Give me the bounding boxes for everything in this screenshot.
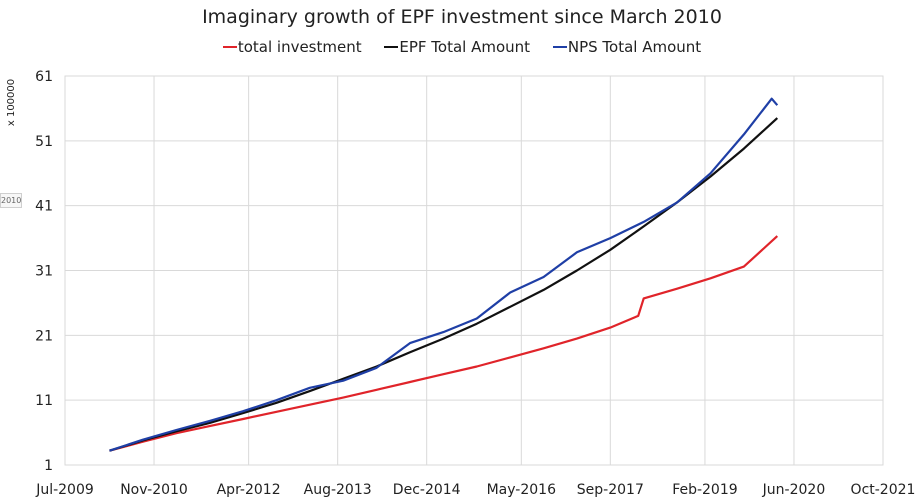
y-tick-label: 41	[35, 199, 53, 215]
y-tick-label: 21	[35, 328, 53, 344]
x-tick-label: Dec-2014	[393, 482, 461, 498]
stray-year-label: 2010	[0, 193, 22, 208]
x-tick-label: Jul-2009	[35, 482, 94, 498]
legend-item-total-investment: total investment	[222, 38, 362, 56]
chart-title: Imaginary growth of EPF investment since…	[202, 6, 722, 28]
x-tick-label: Aug-2013	[304, 482, 372, 498]
legend: total investment EPF Total Amount NPS To…	[0, 38, 924, 56]
y-tick-label: 11	[35, 393, 53, 409]
legend-swatch-nps-total	[552, 45, 567, 48]
legend-label-nps-total: NPS Total Amount	[567, 38, 702, 56]
legend-label-total-investment: total investment	[237, 38, 362, 56]
legend-item-epf-total: EPF Total Amount	[384, 38, 530, 56]
legend-swatch-epf-total	[384, 45, 399, 48]
series-line-epf-total-amount	[109, 117, 779, 452]
legend-swatch-total-investment	[222, 45, 237, 48]
series-lines	[109, 97, 779, 452]
y-tick-label: 61	[35, 69, 53, 85]
y-tick-label: 51	[35, 134, 53, 150]
x-tick-label: Oct-2021	[851, 482, 916, 498]
x-tick-label: Nov-2010	[120, 482, 188, 498]
x-tick-label: Apr-2012	[217, 482, 281, 498]
x-tick-label: Sep-2017	[577, 482, 644, 498]
y-tick-label: 1	[44, 458, 53, 474]
series-line-total-investment	[109, 235, 779, 452]
x-tick-label: Feb-2019	[672, 482, 737, 498]
legend-label-epf-total: EPF Total Amount	[399, 38, 531, 56]
legend-item-nps-total: NPS Total Amount	[552, 38, 702, 56]
series-line-nps-total-amount	[109, 97, 779, 452]
y-tick-label: 31	[35, 264, 53, 280]
x-tick-label: Jun-2020	[762, 482, 826, 498]
x-tick-label: May-2016	[487, 482, 556, 498]
grid	[64, 75, 884, 466]
